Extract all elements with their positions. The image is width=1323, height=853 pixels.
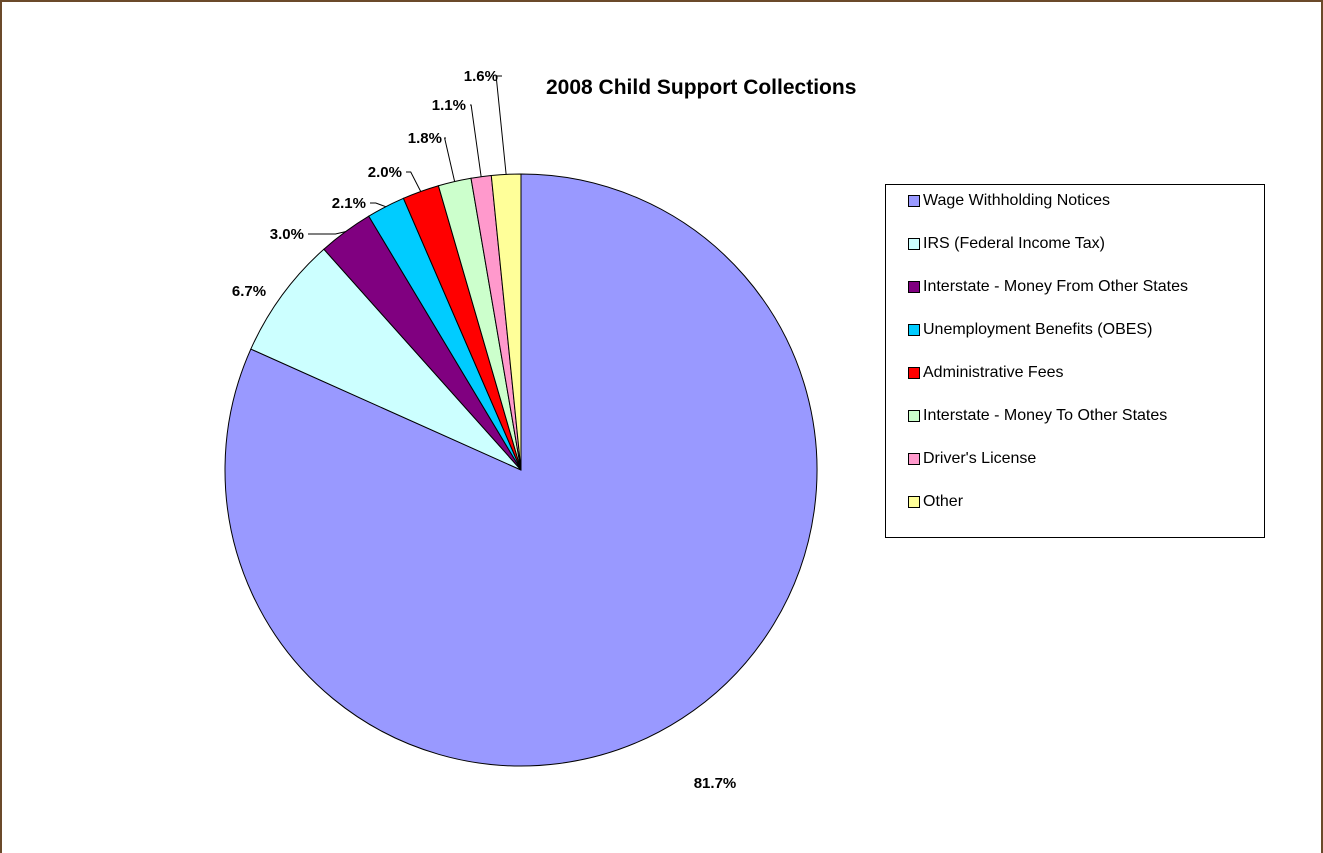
data-label-interstate-to: 1.8% — [408, 130, 442, 147]
leader-line-admin-fees — [406, 171, 422, 192]
legend-item-unemployment: Unemployment Benefits (OBES) — [908, 320, 1152, 340]
data-label-interstate-from: 3.0% — [270, 226, 304, 243]
legend-item-interstate-from: Interstate - Money From Other States — [908, 277, 1188, 297]
leader-line-drivers-license — [470, 104, 482, 177]
legend-item-other: Other — [908, 492, 963, 512]
legend-swatch — [908, 195, 920, 207]
legend-label: Interstate - Money To Other States — [923, 407, 1168, 424]
legend-label: IRS (Federal Income Tax) — [923, 235, 1105, 252]
legend-item-admin-fees: Administrative Fees — [908, 363, 1064, 383]
legend-swatch — [908, 453, 920, 465]
legend-item-wage-withholding: Wage Withholding Notices — [908, 191, 1110, 211]
legend-label: Interstate - Money From Other States — [923, 278, 1188, 295]
legend-swatch — [908, 238, 920, 250]
legend-label: Unemployment Benefits (OBES) — [923, 321, 1153, 338]
legend-item-interstate-to: Interstate - Money To Other States — [908, 406, 1167, 426]
chart-title: 2008 Child Support Collections — [546, 76, 857, 99]
legend-swatch — [908, 281, 920, 293]
leader-line-other — [495, 75, 507, 175]
data-label-other: 1.6% — [464, 68, 498, 85]
pie-slice-irs — [250, 248, 522, 471]
legend-label: Administrative Fees — [923, 364, 1064, 381]
legend-swatch — [908, 324, 920, 336]
legend: Wage Withholding Notices IRS (Federal In… — [885, 184, 1265, 538]
legend-item-irs: IRS (Federal Income Tax) — [908, 234, 1105, 254]
leader-line-interstate-from — [308, 231, 346, 235]
legend-item-drivers-license: Driver's License — [908, 449, 1036, 469]
legend-swatch — [908, 496, 920, 508]
legend-swatch — [908, 367, 920, 379]
legend-label: Wage Withholding Notices — [923, 192, 1111, 209]
legend-swatch — [908, 410, 920, 422]
data-label-unemployment: 2.1% — [332, 195, 366, 212]
data-label-wage-withholding: 81.7% — [694, 775, 737, 792]
data-label-drivers-license: 1.1% — [432, 97, 466, 114]
leader-line-unemployment — [370, 202, 386, 208]
leader-line-interstate-to — [443, 137, 456, 182]
data-label-admin-fees: 2.0% — [368, 164, 402, 181]
data-label-irs: 6.7% — [232, 283, 266, 300]
legend-label: Other — [923, 493, 964, 510]
legend-label: Driver's License — [923, 450, 1037, 467]
